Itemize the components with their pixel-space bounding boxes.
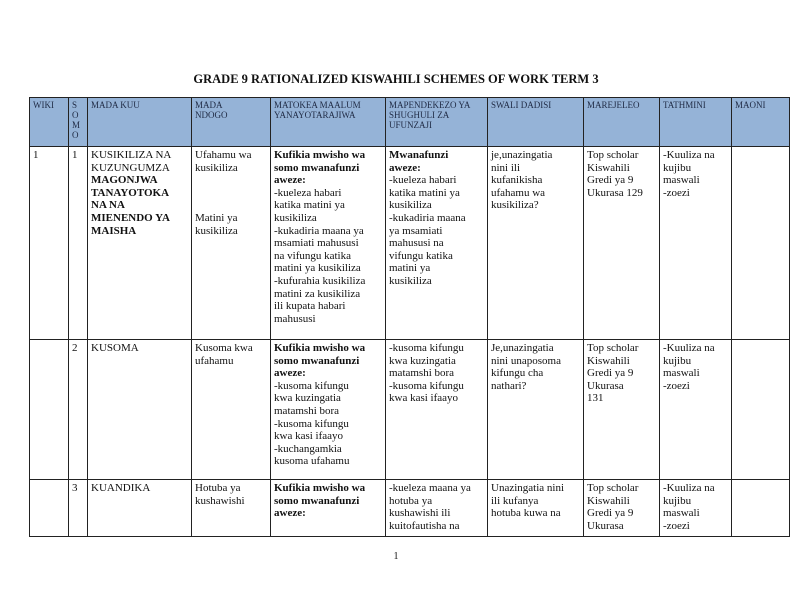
mada-kuu-text: KUSOMA xyxy=(91,342,139,354)
mada-kuu-bold-text: MAGONJWA TANAYOTOKA NA NA MIENENDO YA MA… xyxy=(91,174,170,237)
mada-kuu-text: KUSIKILIZA NA KUZUNGUMZA xyxy=(91,149,172,174)
matokea-cell-bold-text: Kufikia mwisho wa somo mwanafunzi aweze: xyxy=(274,149,366,187)
matokea-cell-bold-text: Kufikia mwisho wa somo mwanafunzi aweze: xyxy=(274,482,366,520)
matokea-cell-text: -kueleza habari katika matini ya kusikil… xyxy=(274,186,366,325)
maoni-cell xyxy=(731,146,790,340)
tathmini-cell: -Kuuliza na kujibu maswali -zoezi xyxy=(659,479,732,537)
somo-cell: 1 xyxy=(68,146,88,340)
mapendekezo-cell-text: -kusoma kifungu kwa kuzingatia matamshi … xyxy=(389,342,464,405)
header-matokea: MATOKEA MAALUM YANAYOTARAJIWA xyxy=(270,97,386,147)
tathmini-cell-text: -Kuuliza na kujibu maswali -zoezi xyxy=(663,482,715,532)
swali-dadisi-cell: je,unazingatia nini ili kufanikisha ufah… xyxy=(487,146,584,340)
page-number: 1 xyxy=(393,551,399,562)
marejeleo-cell: Top scholar Kiswahili Gredi ya 9 Ukurasa… xyxy=(583,339,660,480)
mada-kuu-cell: KUANDIKA xyxy=(87,479,192,537)
mada-kuu-text: KUANDIKA xyxy=(91,482,151,494)
mapendekezo-cell: -kueleza maana ya hotuba ya kushawishi i… xyxy=(385,479,488,537)
table-row: 3 KUANDIKA Hotuba ya kushawishi Kufikia mwi… xyxy=(29,479,790,537)
header-mapendekezo: MAPENDEKEZO YA SHUGHULI ZA UFUNZAJI xyxy=(385,97,488,147)
somo-cell-text: 1 xyxy=(72,149,78,161)
mapendekezo-cell: -kusoma kifungu kwa kuzingatia matamshi … xyxy=(385,339,488,480)
mada-ndogo-cell: Ufahamu wa kusikiliza Matini ya kusikili… xyxy=(191,146,271,340)
swali-dadisi-cell-text: Je,unazingatia nini unaposoma kifungu ch… xyxy=(491,342,561,392)
mapendekezo-cell-bold-text: Mwanafunzi aweze: xyxy=(389,149,449,174)
header-somo: S O M O xyxy=(68,97,88,147)
swali-dadisi-cell: Unazingatia nini ili kufanya hotuba kuwa… xyxy=(487,479,584,537)
header-mada-kuu: MADA KUU xyxy=(87,97,192,147)
swali-dadisi-cell-text: Unazingatia nini ili kufanya hotuba kuwa… xyxy=(491,482,565,520)
table-header-row: WIKI S O M O MADA KUU MADA NDOGO MATOKEA… xyxy=(29,97,790,147)
marejeleo-cell-text: Top scholar Kiswahili Gredi ya 9 Ukurasa xyxy=(587,482,639,532)
header-tathmini: TATHMINI xyxy=(659,97,732,147)
tathmini-cell: -Kuuliza na kujibu maswali -zoezi xyxy=(659,146,732,340)
table-row: 2 KUSOMA Kusoma kwa ufahamu Kufikia mwisho … xyxy=(29,339,790,480)
wiki-cell-text: 1 xyxy=(33,149,39,161)
maoni-cell xyxy=(731,479,790,537)
marejeleo-cell: Top scholar Kiswahili Gredi ya 9 Ukurasa xyxy=(583,479,660,537)
header-swali-dadisi: SWALI DADISI xyxy=(487,97,584,147)
mada-ndogo-cell: Kusoma kwa ufahamu xyxy=(191,339,271,480)
wiki-cell: 1 xyxy=(29,146,69,340)
header-wiki: WIKI xyxy=(29,97,69,147)
schemes-table: WIKI S O M O MADA KUU MADA NDOGO MATOKEA… xyxy=(29,97,790,537)
wiki-cell xyxy=(29,479,69,537)
marejeleo-cell-text: Top scholar Kiswahili Gredi ya 9 Ukurasa… xyxy=(587,342,639,405)
somo-cell-text: 2 xyxy=(72,342,78,354)
matokea-cell-bold-text: Kufikia mwisho wa somo mwanafunzi aweze: xyxy=(274,342,366,380)
matokea-cell: Kufikia mwisho wa somo mwanafunzi aweze:… xyxy=(270,339,386,480)
maoni-cell xyxy=(731,339,790,480)
swali-dadisi-cell-text: je,unazingatia nini ili kufanikisha ufah… xyxy=(491,149,553,212)
mapendekezo-cell-text: -kueleza maana ya hotuba ya kushawishi i… xyxy=(389,482,471,532)
mada-ndogo-cell: Hotuba ya kushawishi xyxy=(191,479,271,537)
mada-kuu-cell: KUSIKILIZA NA KUZUNGUMZA MAGONJWA TANAYO… xyxy=(87,146,192,340)
matokea-cell: Kufikia mwisho wa somo mwanafunzi aweze: xyxy=(270,479,386,537)
table-row: 1 1 KUSIKILIZA NA KUZUNGUMZA MAGONJWA TANA… xyxy=(29,146,790,340)
mapendekezo-cell: Mwanafunzi aweze: -kueleza habari katika… xyxy=(385,146,488,340)
tathmini-cell: -Kuuliza na kujibu maswali -zoezi xyxy=(659,339,732,480)
somo-cell: 2 xyxy=(68,339,88,480)
somo-cell: 3 xyxy=(68,479,88,537)
header-maoni: MAONI xyxy=(731,97,790,147)
document-title: GRADE 9 RATIONALIZED KISWAHILI SCHEMES O… xyxy=(193,72,599,86)
header-mada-ndogo: MADA NDOGO xyxy=(191,97,271,147)
marejeleo-cell: Top scholar Kiswahili Gredi ya 9 Ukurasa… xyxy=(583,146,660,340)
matokea-cell: Kufikia mwisho wa somo mwanafunzi aweze:… xyxy=(270,146,386,340)
marejeleo-cell-text: Top scholar Kiswahili Gredi ya 9 Ukurasa… xyxy=(587,149,643,199)
matokea-cell-text: -kusoma kifungu kwa kuzingatia matamshi … xyxy=(274,379,350,468)
wiki-cell xyxy=(29,339,69,480)
mada-ndogo-cell-text: Hotuba ya kushawishi xyxy=(195,482,245,507)
mada-ndogo-cell-text: Kusoma kwa ufahamu xyxy=(195,342,253,367)
tathmini-cell-text: -Kuuliza na kujibu maswali -zoezi xyxy=(663,342,715,392)
mapendekezo-cell-text: -kueleza habari katika matini ya kusikil… xyxy=(389,174,466,287)
swali-dadisi-cell: Je,unazingatia nini unaposoma kifungu ch… xyxy=(487,339,584,480)
mada-ndogo-cell-text: Ufahamu wa kusikiliza Matini ya kusikili… xyxy=(195,149,252,237)
tathmini-cell-text: -Kuuliza na kujibu maswali -zoezi xyxy=(663,149,715,199)
somo-cell-text: 3 xyxy=(72,482,78,494)
header-marejeleo: MAREJELEO xyxy=(583,97,660,147)
mada-kuu-cell: KUSOMA xyxy=(87,339,192,480)
